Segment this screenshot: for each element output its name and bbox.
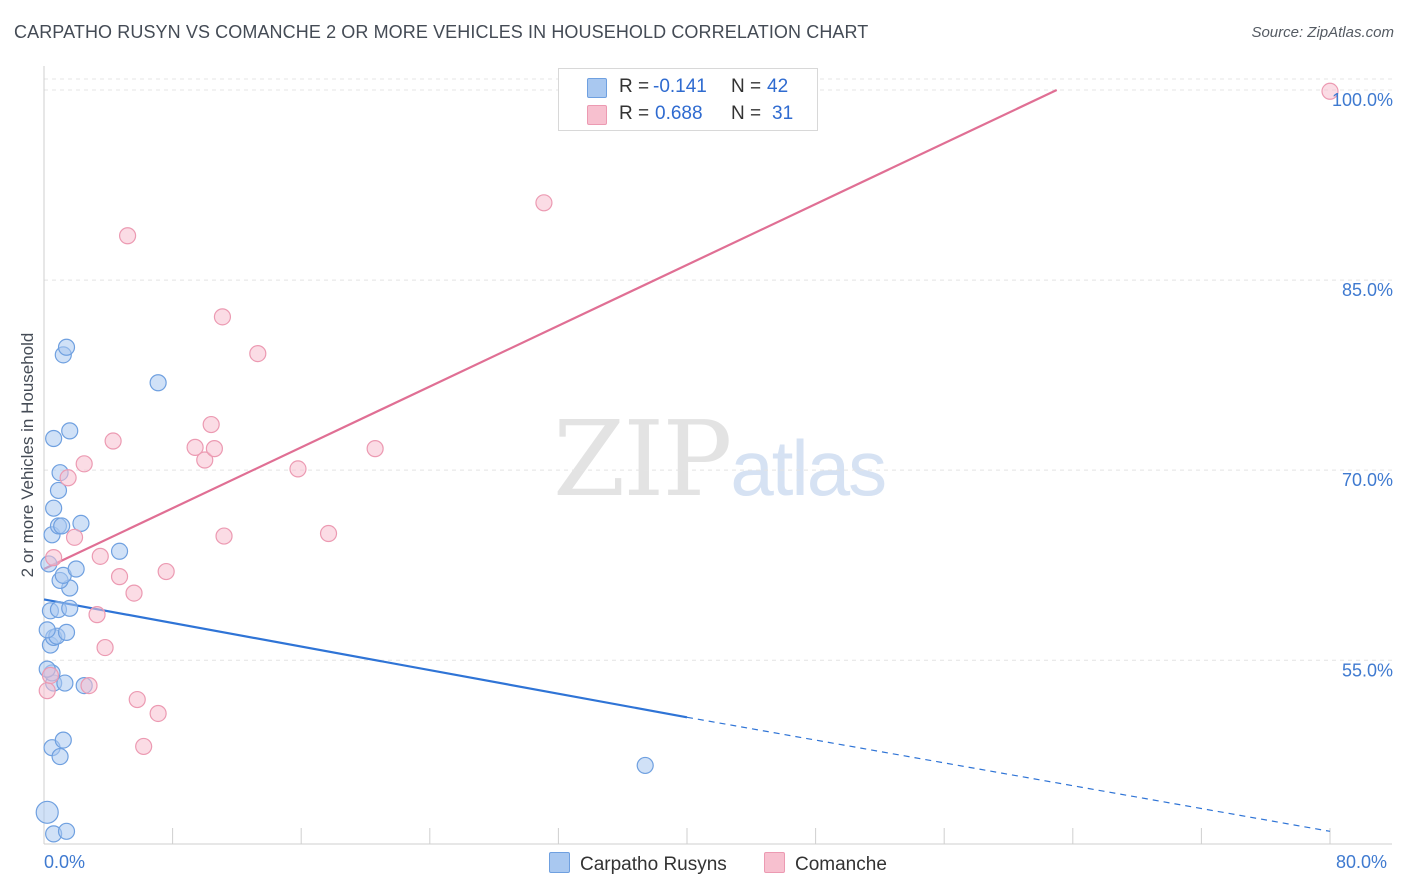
bottom-legend-label-carpatho: Carpatho Rusyns [580, 854, 727, 875]
carpatho-point [45, 429, 63, 448]
carpatho-point [57, 623, 76, 641]
comanche-point [65, 528, 84, 546]
y-tick-label: 85.0% [1342, 280, 1393, 300]
carpatho-point [49, 481, 68, 500]
y-tick-label: 100.0% [1332, 90, 1393, 110]
carpatho-point [67, 560, 85, 578]
bottom-legend-comanche: Comanche [764, 852, 887, 876]
comanche-point [149, 704, 167, 723]
carpatho-point [56, 674, 74, 692]
x-tick-label-min: 0.0% [44, 852, 86, 872]
chart-source: Source: ZipAtlas.com [1251, 24, 1394, 41]
comanche-point [118, 227, 137, 245]
legend-n-label: N = [731, 76, 762, 97]
carpatho-point [53, 517, 71, 535]
comanche-point [128, 690, 146, 709]
legend-n-value: 31 [772, 103, 794, 124]
bottom-legend-swatch-blue [549, 852, 570, 873]
legend-r-label: R = [619, 103, 650, 124]
carpatho-point [110, 542, 129, 560]
comanche-point [535, 194, 553, 212]
comanche-point [205, 440, 223, 458]
comanche-point [45, 549, 63, 567]
bottom-legend-label-comanche: Comanche [795, 854, 887, 875]
correlation-legend: R = -0.141 N = 42 R = 0.688 N = 31 [558, 68, 818, 131]
legend-swatch-pink [587, 105, 607, 125]
carpatho-point [57, 822, 76, 840]
x-tick-label-max: 80.0% [1336, 852, 1388, 872]
carpatho-point [149, 374, 167, 392]
comanche-point [96, 638, 114, 657]
carpatho-point [54, 731, 72, 749]
comanche-point [249, 344, 267, 363]
comanche-point [213, 308, 232, 326]
comanche-point [75, 455, 93, 473]
comanche-point [135, 737, 153, 756]
bottom-legend-swatch-pink [764, 852, 785, 873]
comanche-point [289, 460, 307, 478]
carpatho-point [636, 756, 654, 775]
comanche-point [125, 584, 143, 602]
legend-r-value: -0.141 [653, 76, 707, 97]
comanche-point [186, 438, 204, 456]
carpatho-point [45, 499, 63, 517]
comanche-point [91, 547, 109, 565]
trend-line-solid [43, 598, 688, 719]
comanche-point [80, 676, 98, 695]
y-tick-label-layer: 55.0% 70.0% 85.0% 100.0% [1332, 90, 1393, 680]
y-tick-label: 70.0% [1342, 470, 1393, 490]
comanche-point [110, 568, 129, 586]
comanche-point [196, 451, 214, 469]
point-layer [35, 82, 1339, 843]
comanche-point [202, 415, 220, 434]
grid-layer [44, 78, 1392, 661]
carpatho-point [35, 800, 59, 824]
comanche-point [366, 440, 384, 458]
comanche-point [41, 666, 60, 685]
bottom-legend-carpatho: Carpatho Rusyns [549, 852, 727, 876]
comanche-point [157, 562, 175, 581]
trend-line-solid [43, 89, 1058, 571]
comanche-point [88, 606, 106, 624]
axis-layer [43, 66, 1392, 845]
carpatho-point [38, 621, 56, 639]
legend-n-value: 42 [767, 76, 789, 97]
comanche-point [38, 682, 56, 700]
legend-r-label: R = [619, 76, 650, 97]
comanche-point [319, 524, 338, 543]
trend-line-dashed [686, 716, 1331, 832]
legend-r-value: 0.688 [655, 103, 703, 124]
comanche-point [215, 527, 233, 545]
carpatho-point [61, 422, 79, 440]
trend-line-layer [43, 89, 1331, 832]
legend-swatch-blue [587, 78, 607, 98]
comanche-point [1321, 82, 1339, 100]
carpatho-point [57, 338, 76, 356]
carpatho-point [61, 599, 79, 617]
y-tick-label: 55.0% [1342, 660, 1393, 680]
comanche-point [104, 432, 122, 450]
chart-title: CARPATHO RUSYN VS COMANCHE 2 OR MORE VEH… [14, 22, 869, 42]
carpatho-point [51, 747, 69, 766]
carpatho-point [72, 514, 90, 532]
legend-n-label: N = [731, 103, 762, 124]
comanche-point [59, 469, 77, 487]
